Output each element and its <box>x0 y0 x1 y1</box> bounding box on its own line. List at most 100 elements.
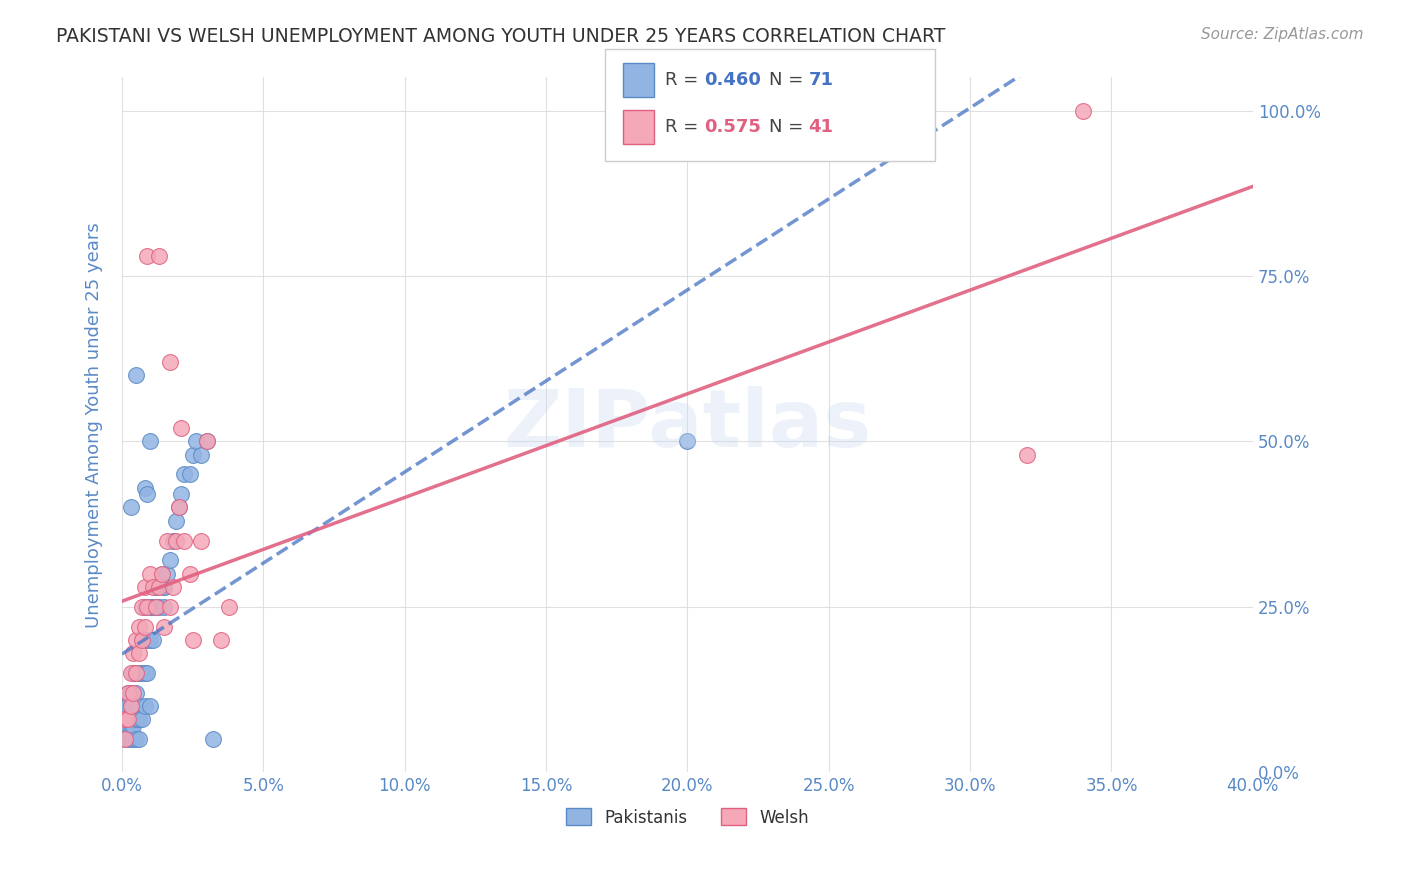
Point <box>156 533 179 548</box>
Point <box>117 719 139 733</box>
Point <box>128 698 150 713</box>
Point <box>150 566 173 581</box>
Text: PAKISTANI VS WELSH UNEMPLOYMENT AMONG YOUTH UNDER 25 YEARS CORRELATION CHART: PAKISTANI VS WELSH UNEMPLOYMENT AMONG YO… <box>56 27 946 45</box>
Point <box>139 599 162 614</box>
Text: N =: N = <box>769 71 808 89</box>
Point <box>125 686 148 700</box>
Point <box>117 686 139 700</box>
Point <box>190 448 212 462</box>
Text: ZIPatlas: ZIPatlas <box>503 385 872 464</box>
Point <box>117 712 139 726</box>
Point <box>120 698 142 713</box>
Point <box>145 599 167 614</box>
Point <box>153 580 176 594</box>
Point <box>122 646 145 660</box>
Text: 0.575: 0.575 <box>704 118 761 136</box>
Point <box>122 698 145 713</box>
Point <box>139 434 162 449</box>
Text: 41: 41 <box>808 118 834 136</box>
Point <box>134 619 156 633</box>
Point <box>1015 448 1038 462</box>
Point <box>181 632 204 647</box>
Point <box>145 580 167 594</box>
Point <box>165 533 187 548</box>
Text: 71: 71 <box>808 71 834 89</box>
Point <box>114 731 136 746</box>
Point <box>128 619 150 633</box>
Point <box>153 619 176 633</box>
Point <box>114 712 136 726</box>
Point <box>120 500 142 515</box>
Point <box>165 514 187 528</box>
Point <box>114 719 136 733</box>
Point <box>139 632 162 647</box>
Point <box>1071 103 1094 118</box>
Point <box>195 434 218 449</box>
Point <box>122 731 145 746</box>
Point <box>179 467 201 482</box>
Point <box>117 686 139 700</box>
Point <box>114 725 136 739</box>
Point <box>125 731 148 746</box>
Point <box>128 665 150 680</box>
Point <box>153 580 176 594</box>
Point <box>159 599 181 614</box>
Point <box>131 632 153 647</box>
Point <box>156 566 179 581</box>
Text: N =: N = <box>769 118 808 136</box>
Text: Source: ZipAtlas.com: Source: ZipAtlas.com <box>1201 27 1364 42</box>
Point <box>136 599 159 614</box>
Point <box>159 355 181 369</box>
Y-axis label: Unemployment Among Youth under 25 years: Unemployment Among Youth under 25 years <box>86 222 103 628</box>
Point <box>122 719 145 733</box>
Point <box>122 686 145 700</box>
Point <box>139 566 162 581</box>
Point <box>136 249 159 263</box>
Point <box>148 580 170 594</box>
Point <box>131 599 153 614</box>
Point <box>114 731 136 746</box>
Point <box>181 448 204 462</box>
Point <box>170 421 193 435</box>
Point <box>125 712 148 726</box>
Point <box>125 698 148 713</box>
Point <box>139 698 162 713</box>
Legend: Pakistanis, Welsh: Pakistanis, Welsh <box>560 802 815 833</box>
Point <box>676 434 699 449</box>
Point <box>114 698 136 713</box>
Point <box>190 533 212 548</box>
Point <box>148 249 170 263</box>
Point <box>153 599 176 614</box>
Point <box>122 665 145 680</box>
Point <box>120 698 142 713</box>
Point <box>218 599 240 614</box>
Text: R =: R = <box>665 118 704 136</box>
Point <box>117 698 139 713</box>
Point <box>125 632 148 647</box>
Point <box>162 580 184 594</box>
Point <box>167 500 190 515</box>
Point <box>128 646 150 660</box>
Point <box>117 712 139 726</box>
Point <box>128 731 150 746</box>
Point <box>122 712 145 726</box>
Point <box>142 599 165 614</box>
Point <box>125 368 148 383</box>
Point <box>201 731 224 746</box>
Point <box>145 580 167 594</box>
Point <box>131 665 153 680</box>
Point <box>120 686 142 700</box>
Point <box>134 665 156 680</box>
Point <box>170 487 193 501</box>
Point <box>117 725 139 739</box>
Point <box>173 467 195 482</box>
Point <box>134 698 156 713</box>
Point <box>125 665 148 680</box>
Point <box>120 725 142 739</box>
Point <box>120 665 142 680</box>
Text: R =: R = <box>665 71 704 89</box>
Point <box>134 580 156 594</box>
Point <box>184 434 207 449</box>
Point <box>195 434 218 449</box>
Point <box>142 580 165 594</box>
